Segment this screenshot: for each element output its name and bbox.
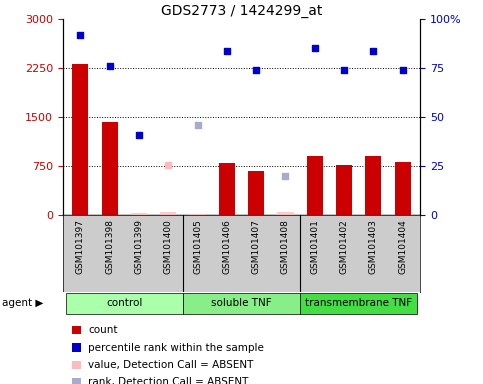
Bar [101,122,118,215]
Text: agent ▶: agent ▶ [2,298,44,308]
Point [282,174,289,180]
Text: rank, Detection Call = ABSENT: rank, Detection Call = ABSENT [88,377,249,384]
Text: GSM101401: GSM101401 [310,219,319,274]
Text: GSM101402: GSM101402 [340,219,349,274]
Text: GSM101407: GSM101407 [252,219,261,274]
Text: GSM101397: GSM101397 [76,219,85,274]
Bar [365,156,382,215]
Bar [66,293,183,314]
Text: GSM101400: GSM101400 [164,219,173,274]
Bar [307,156,323,215]
Point [223,48,231,54]
Text: GSM101405: GSM101405 [193,219,202,274]
Bar [219,163,235,215]
Point [76,32,84,38]
Text: transmembrane TNF: transmembrane TNF [305,298,412,308]
Text: GSM101403: GSM101403 [369,219,378,274]
Title: GDS2773 / 1424299_at: GDS2773 / 1424299_at [161,4,322,18]
Point [135,132,143,138]
Bar [131,213,147,215]
Point [311,45,319,51]
Point [399,66,407,73]
Point [164,162,172,169]
Point [252,66,260,73]
Bar [160,212,176,215]
Bar [72,64,88,215]
Bar [248,170,264,215]
Text: GSM101404: GSM101404 [398,219,407,274]
Text: count: count [88,325,118,335]
Point [340,66,348,73]
Text: soluble TNF: soluble TNF [211,298,272,308]
Text: GSM101398: GSM101398 [105,219,114,274]
Text: GSM101408: GSM101408 [281,219,290,274]
Bar [277,212,294,215]
Point [369,48,377,54]
Point [194,122,201,128]
Text: control: control [106,298,142,308]
Text: GSM101399: GSM101399 [134,219,143,274]
Point [106,63,114,69]
Text: percentile rank within the sample: percentile rank within the sample [88,343,264,353]
Bar [395,162,411,215]
Bar [300,293,417,314]
Bar [336,166,352,215]
Text: value, Detection Call = ABSENT: value, Detection Call = ABSENT [88,360,254,370]
Bar [183,293,300,314]
Text: GSM101406: GSM101406 [222,219,231,274]
Bar [189,214,206,215]
